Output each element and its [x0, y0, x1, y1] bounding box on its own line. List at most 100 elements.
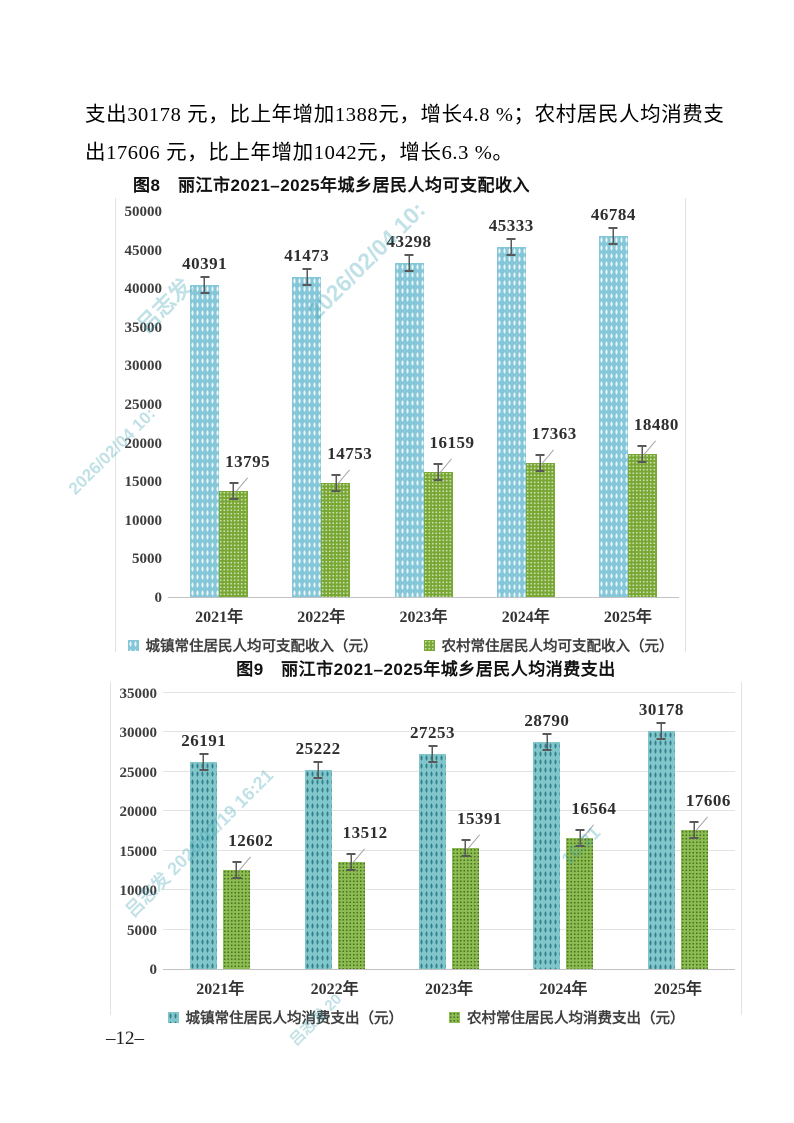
figure8-plot-area: 40391 13795 41473 14753 43298 16159 45333 17363… [168, 198, 679, 598]
error-bar [199, 753, 209, 771]
bar-pair: 43298 16159 [387, 232, 474, 597]
figure8-bar-rural-2021年: 13795 [219, 452, 270, 597]
gridline [163, 692, 735, 693]
error-bar [433, 463, 443, 481]
figure8-bar-urban-2023年: 43298 [387, 232, 431, 597]
figure9-bar-urban-2025年: 30178 [639, 700, 683, 969]
figure9-x-axis: 2021年 2022年 2023年 2024年 2025年 [163, 970, 735, 999]
body-paragraph: 支出30178 元，比上年增加1388元，增长4.8 %；农村居民人均消费支 出… [85, 96, 725, 172]
bar-pair: 46784 18480 [591, 205, 678, 597]
data-label: 15391 [457, 809, 503, 828]
bar-fill [223, 870, 251, 969]
bar-fill [533, 742, 561, 969]
y-axis-tick-label: 45000 [124, 242, 163, 259]
error-bar [608, 227, 618, 245]
paragraph-line-1: 支出30178 元，比上年增加1388元，增长4.8 %；农村居民人均消费支 [85, 104, 725, 126]
x-axis-category-label: 2021年 [196, 981, 245, 998]
figure9-y-axis: 0 5000 10000 15000 20000 25000 30000 35000 [111, 682, 163, 978]
figure9-plot-area: 26191 12602 25222 13512 27253 15391 28790 16564… [163, 682, 735, 970]
paragraph-line-2: 出17606 元，比上年增加1042元，增长6.3 %。 [85, 142, 514, 164]
data-label: 46784 [590, 205, 636, 224]
y-axis-tick-label: 20000 [119, 804, 158, 821]
legend-label: 城镇常住居民人均可支配收入（元） [145, 639, 378, 655]
figure9-bar-rural-2024年: 16564 [566, 799, 616, 969]
error-bar [404, 254, 414, 272]
figure8-legend-item-rural: 农村常住居民人均可支配收入（元） [423, 635, 674, 656]
bar-pair: 25222 13512 [296, 739, 387, 969]
error-bar [542, 733, 552, 751]
y-axis-tick-label: 50000 [124, 204, 163, 220]
y-axis-tick-label: 30000 [119, 725, 158, 742]
gridline [163, 810, 735, 812]
figure9-bar-rural-2025年: 17606 [680, 791, 730, 969]
error-bar [637, 445, 647, 463]
figure9-bar-rural-2021年: 12602 [223, 831, 273, 969]
y-axis-tick-label: 20000 [124, 435, 163, 452]
figure8-bar-rural-2023年: 16159 [423, 433, 474, 597]
legend-label: 农村常住居民人均可支配收入（元） [441, 639, 674, 655]
bar-fill [419, 754, 447, 969]
data-label: 16564 [571, 799, 617, 818]
figure9-group-2022年: 25222 13512 [277, 682, 391, 969]
bar-fill [423, 472, 453, 597]
legend-swatch [423, 640, 435, 651]
figure9-bar-rural-2022年: 13512 [337, 823, 387, 969]
x-axis-category-label: 2024年 [539, 981, 588, 998]
bar-fill [598, 236, 628, 597]
bar-pair: 45333 17363 [489, 216, 576, 597]
figure8-bar-rural-2025年: 18480 [627, 415, 678, 597]
figure8-bar-urban-2024年: 45333 [489, 216, 533, 597]
figure8-group-2025年: 46784 18480 [577, 198, 679, 597]
figure8-bar-groups: 40391 13795 41473 14753 43298 16159 45333 17363… [168, 198, 679, 597]
figure8-group-2023年: 43298 16159 [372, 198, 474, 597]
data-label: 27253 [410, 723, 456, 742]
error-bar [689, 821, 699, 839]
gridline [163, 928, 735, 930]
figure9-group-2025年: 30178 17606 [621, 682, 735, 969]
bar-pair: 28790 16564 [524, 711, 616, 969]
gridline [163, 731, 735, 733]
data-label: 14753 [327, 444, 373, 463]
bar-fill [292, 277, 322, 597]
error-bar [656, 722, 666, 740]
bar-fill [566, 838, 594, 969]
error-bar [313, 761, 323, 779]
data-label: 25222 [295, 739, 341, 758]
figure8-group-2021年: 40391 13795 [168, 198, 270, 597]
gridline [163, 849, 735, 851]
figure8-group-2022年: 41473 14753 [270, 198, 372, 597]
bar-fill [304, 770, 332, 969]
bar-fill [321, 483, 351, 597]
bar-pair: 26191 12602 [181, 731, 273, 969]
x-axis-category-label: 2023年 [399, 609, 448, 626]
data-label: 45333 [488, 216, 534, 235]
figure9-chart: 0 5000 10000 15000 20000 25000 30000 35000 26191… [110, 682, 742, 1027]
y-axis-tick-label: 10000 [124, 512, 163, 529]
figure9-legend-item-urban: 城镇常住居民人均消费支出（元） [167, 1007, 403, 1028]
bar-fill [496, 247, 526, 597]
x-axis-category-label: 2025年 [603, 609, 652, 626]
figure9-group-2024年: 28790 16564 [506, 682, 620, 969]
x-axis-category-label: 2025年 [653, 981, 702, 998]
figure8-plot-wrap: 0 5000 10000 15000 20000 25000 30000 35000 40000… [116, 198, 685, 606]
error-bar [229, 482, 239, 500]
figure9-bar-groups: 26191 12602 25222 13512 27253 15391 28790 16564… [163, 682, 735, 969]
figure9-legend-item-rural: 农村常住居民人均消费支出（元） [449, 1007, 685, 1028]
figure8-x-axis: 2021年 2022年 2023年 2024年 2025年 [168, 598, 679, 627]
figure8-legend: 城镇常住居民人均可支配收入（元） 农村常住居民人均可支配收入（元） [116, 627, 685, 656]
data-label: 12602 [228, 831, 274, 850]
y-axis-tick-label: 0 [149, 962, 158, 978]
data-label: 40391 [182, 254, 228, 273]
error-bar [232, 861, 242, 879]
figure8-bar-urban-2025年: 46784 [591, 205, 635, 597]
bar-fill [394, 263, 424, 597]
y-axis-tick-label: 30000 [124, 358, 163, 375]
y-axis-tick-label: 25000 [124, 397, 163, 413]
y-axis-tick-label: 35000 [119, 686, 158, 702]
bar-fill [190, 285, 220, 597]
x-axis-category-label: 2022年 [297, 609, 346, 626]
y-axis-tick-label: 40000 [124, 281, 163, 298]
figure8-bar-urban-2021年: 40391 [182, 254, 227, 597]
figure8-bar-rural-2022年: 14753 [321, 444, 372, 597]
figure9-bar-urban-2024年: 28790 [524, 711, 569, 969]
